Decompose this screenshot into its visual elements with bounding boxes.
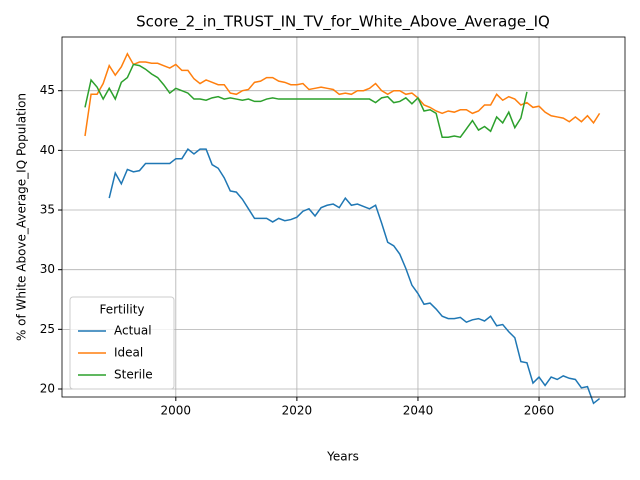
y-tick-label: 25 (40, 322, 55, 336)
x-tick-label: 2020 (282, 404, 313, 418)
chart-title: Score_2_in_TRUST_IN_TV_for_White_Above_A… (136, 13, 550, 32)
series-line (84, 63, 528, 139)
legend-label: Sterile (114, 368, 153, 382)
y-tick-label: 35 (40, 203, 55, 217)
series-line (108, 148, 601, 405)
y-tick-label: 20 (40, 382, 55, 396)
plot-frame (61, 36, 626, 398)
x-tick-label: 2040 (403, 404, 434, 418)
y-tick-label: 45 (40, 83, 55, 97)
y-axis-label: % of White Above_Average_IQ Population (15, 93, 29, 341)
legend-title: Fertility (99, 303, 144, 317)
x-tick-label: 2000 (161, 404, 192, 418)
y-tick-label: 40 (40, 143, 55, 157)
legend-box (69, 296, 175, 390)
x-axis-label: Years (326, 450, 359, 464)
series-line (84, 52, 601, 137)
legend-label: Ideal (114, 346, 143, 360)
x-tick-label: 2060 (524, 404, 555, 418)
legend-label: Actual (114, 324, 152, 338)
legend: Fertility Actual Ideal Sterile (69, 296, 175, 390)
y-tick-label: 30 (40, 262, 55, 276)
